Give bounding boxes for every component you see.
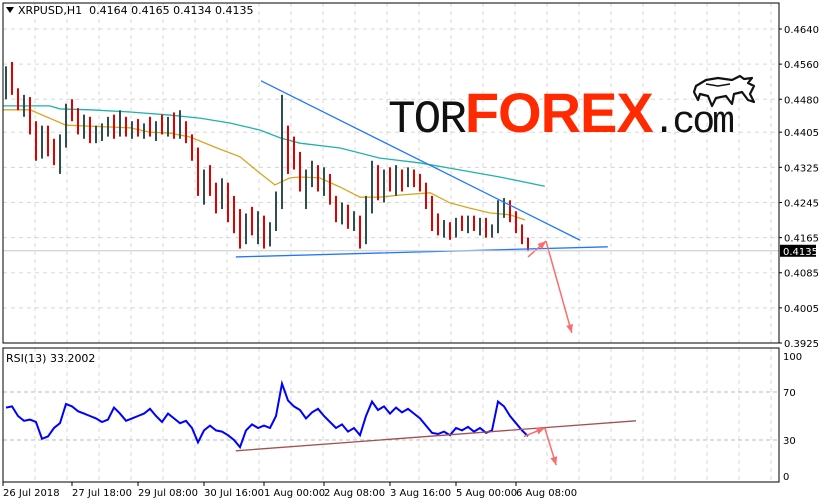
rsi-tick-label: 30 — [783, 436, 796, 447]
forecast-arrow-head — [566, 323, 573, 333]
symbol-label: XRPUSD,H1 — [18, 4, 83, 17]
current-price-label: 0.4135 — [783, 247, 818, 258]
x-tick-label: 6 Aug 08:00 — [516, 488, 577, 499]
y-tick-label: 0.3925 — [784, 339, 819, 350]
logo-forex: FOREX — [464, 81, 654, 144]
rsi-forecast-arrow-head — [535, 427, 545, 435]
x-tick-label: 1 Aug 00:00 — [264, 488, 325, 499]
trendline — [235, 246, 608, 258]
y-tick-label: 0.4480 — [784, 95, 819, 106]
x-tick-label: 26 Jul 2018 — [3, 488, 60, 499]
rsi-tick-label: 70 — [783, 388, 796, 399]
forecast-arrow-head — [537, 241, 546, 250]
moving-average-slow — [3, 105, 545, 187]
rsi-pane-border — [2, 347, 780, 483]
y-tick-label: 0.4085 — [784, 269, 819, 280]
y-tick-label: 0.4245 — [784, 198, 819, 209]
y-tick-label: 0.4640 — [784, 25, 819, 36]
y-tick-label: 0.4405 — [784, 128, 819, 139]
forecast-arrow — [545, 240, 573, 334]
moving-average-fast — [3, 109, 526, 221]
y-tick-label: 0.4005 — [784, 304, 819, 315]
x-tick-label: 30 Jul 16:00 — [204, 488, 264, 499]
x-tick-label: 5 Aug 00:00 — [456, 488, 517, 499]
logo-com: .com — [652, 101, 735, 144]
current-price-box — [780, 244, 816, 257]
y-tick-label: 0.4560 — [784, 60, 819, 71]
rsi-tick-label: 0 — [783, 472, 789, 483]
rsi-label: RSI(13) 33.2002 — [6, 352, 96, 365]
ohlc-values: 0.4164 0.4165 0.4134 0.4135 — [89, 4, 254, 17]
x-tick-label: 3 Aug 16:00 — [390, 488, 451, 499]
x-tick-label: 29 Jul 08:00 — [138, 488, 198, 499]
rsi-line — [5, 379, 529, 450]
main-pane-border — [2, 2, 780, 344]
y-tick-label: 0.4165 — [784, 234, 819, 245]
chart-title: XRPUSD,H1 0.4164 0.4165 0.4134 0.4135 — [6, 4, 254, 17]
logo-tor: TOR — [388, 94, 467, 146]
y-tick-label: 0.4325 — [784, 163, 819, 174]
rsi-trendline — [235, 420, 637, 452]
dropdown-triangle-icon[interactable] — [6, 7, 14, 13]
x-tick-label: 2 Aug 08:00 — [324, 488, 385, 499]
x-tick-label: 27 Jul 18:00 — [72, 488, 132, 499]
bull-icon — [692, 74, 756, 108]
rsi-tick-label: 100 — [783, 352, 802, 363]
trendline — [260, 80, 581, 241]
rsi-forecast-arrow-head — [550, 456, 558, 466]
torforex-logo: TORFOREX.com — [388, 80, 735, 146]
